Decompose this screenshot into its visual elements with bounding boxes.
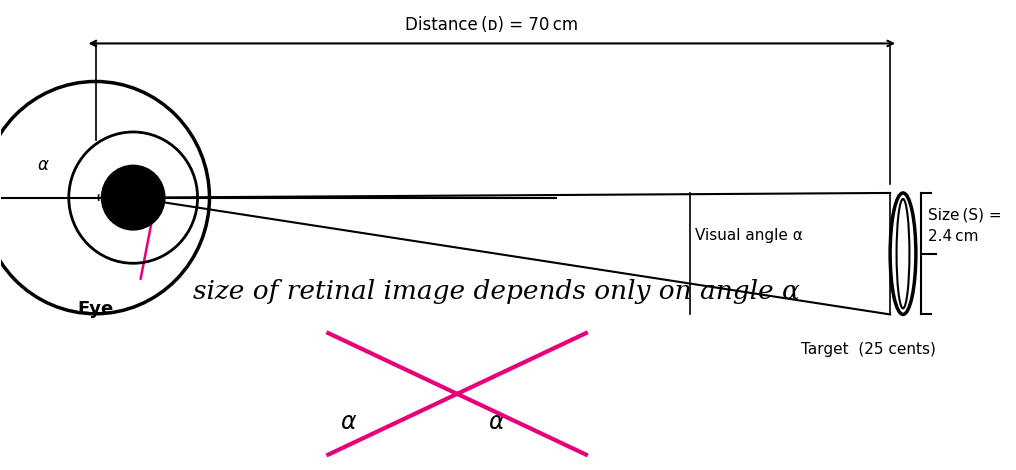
Text: $\alpha$: $\alpha$ bbox=[488, 410, 505, 434]
Text: Distance (ᴅ) = 70 cm: Distance (ᴅ) = 70 cm bbox=[405, 16, 578, 34]
Ellipse shape bbox=[102, 165, 165, 230]
Text: $\alpha$: $\alpha$ bbox=[339, 410, 357, 434]
Text: Target  (25 cents): Target (25 cents) bbox=[801, 343, 936, 358]
Text: Size (S) =
2.4 cm: Size (S) = 2.4 cm bbox=[928, 208, 1002, 243]
Text: Eye: Eye bbox=[77, 300, 114, 318]
Text: size of retinal image depends only on angle α: size of retinal image depends only on an… bbox=[193, 279, 801, 304]
Text: $\alpha$: $\alpha$ bbox=[37, 156, 50, 174]
Text: Visual angle α: Visual angle α bbox=[695, 227, 803, 243]
